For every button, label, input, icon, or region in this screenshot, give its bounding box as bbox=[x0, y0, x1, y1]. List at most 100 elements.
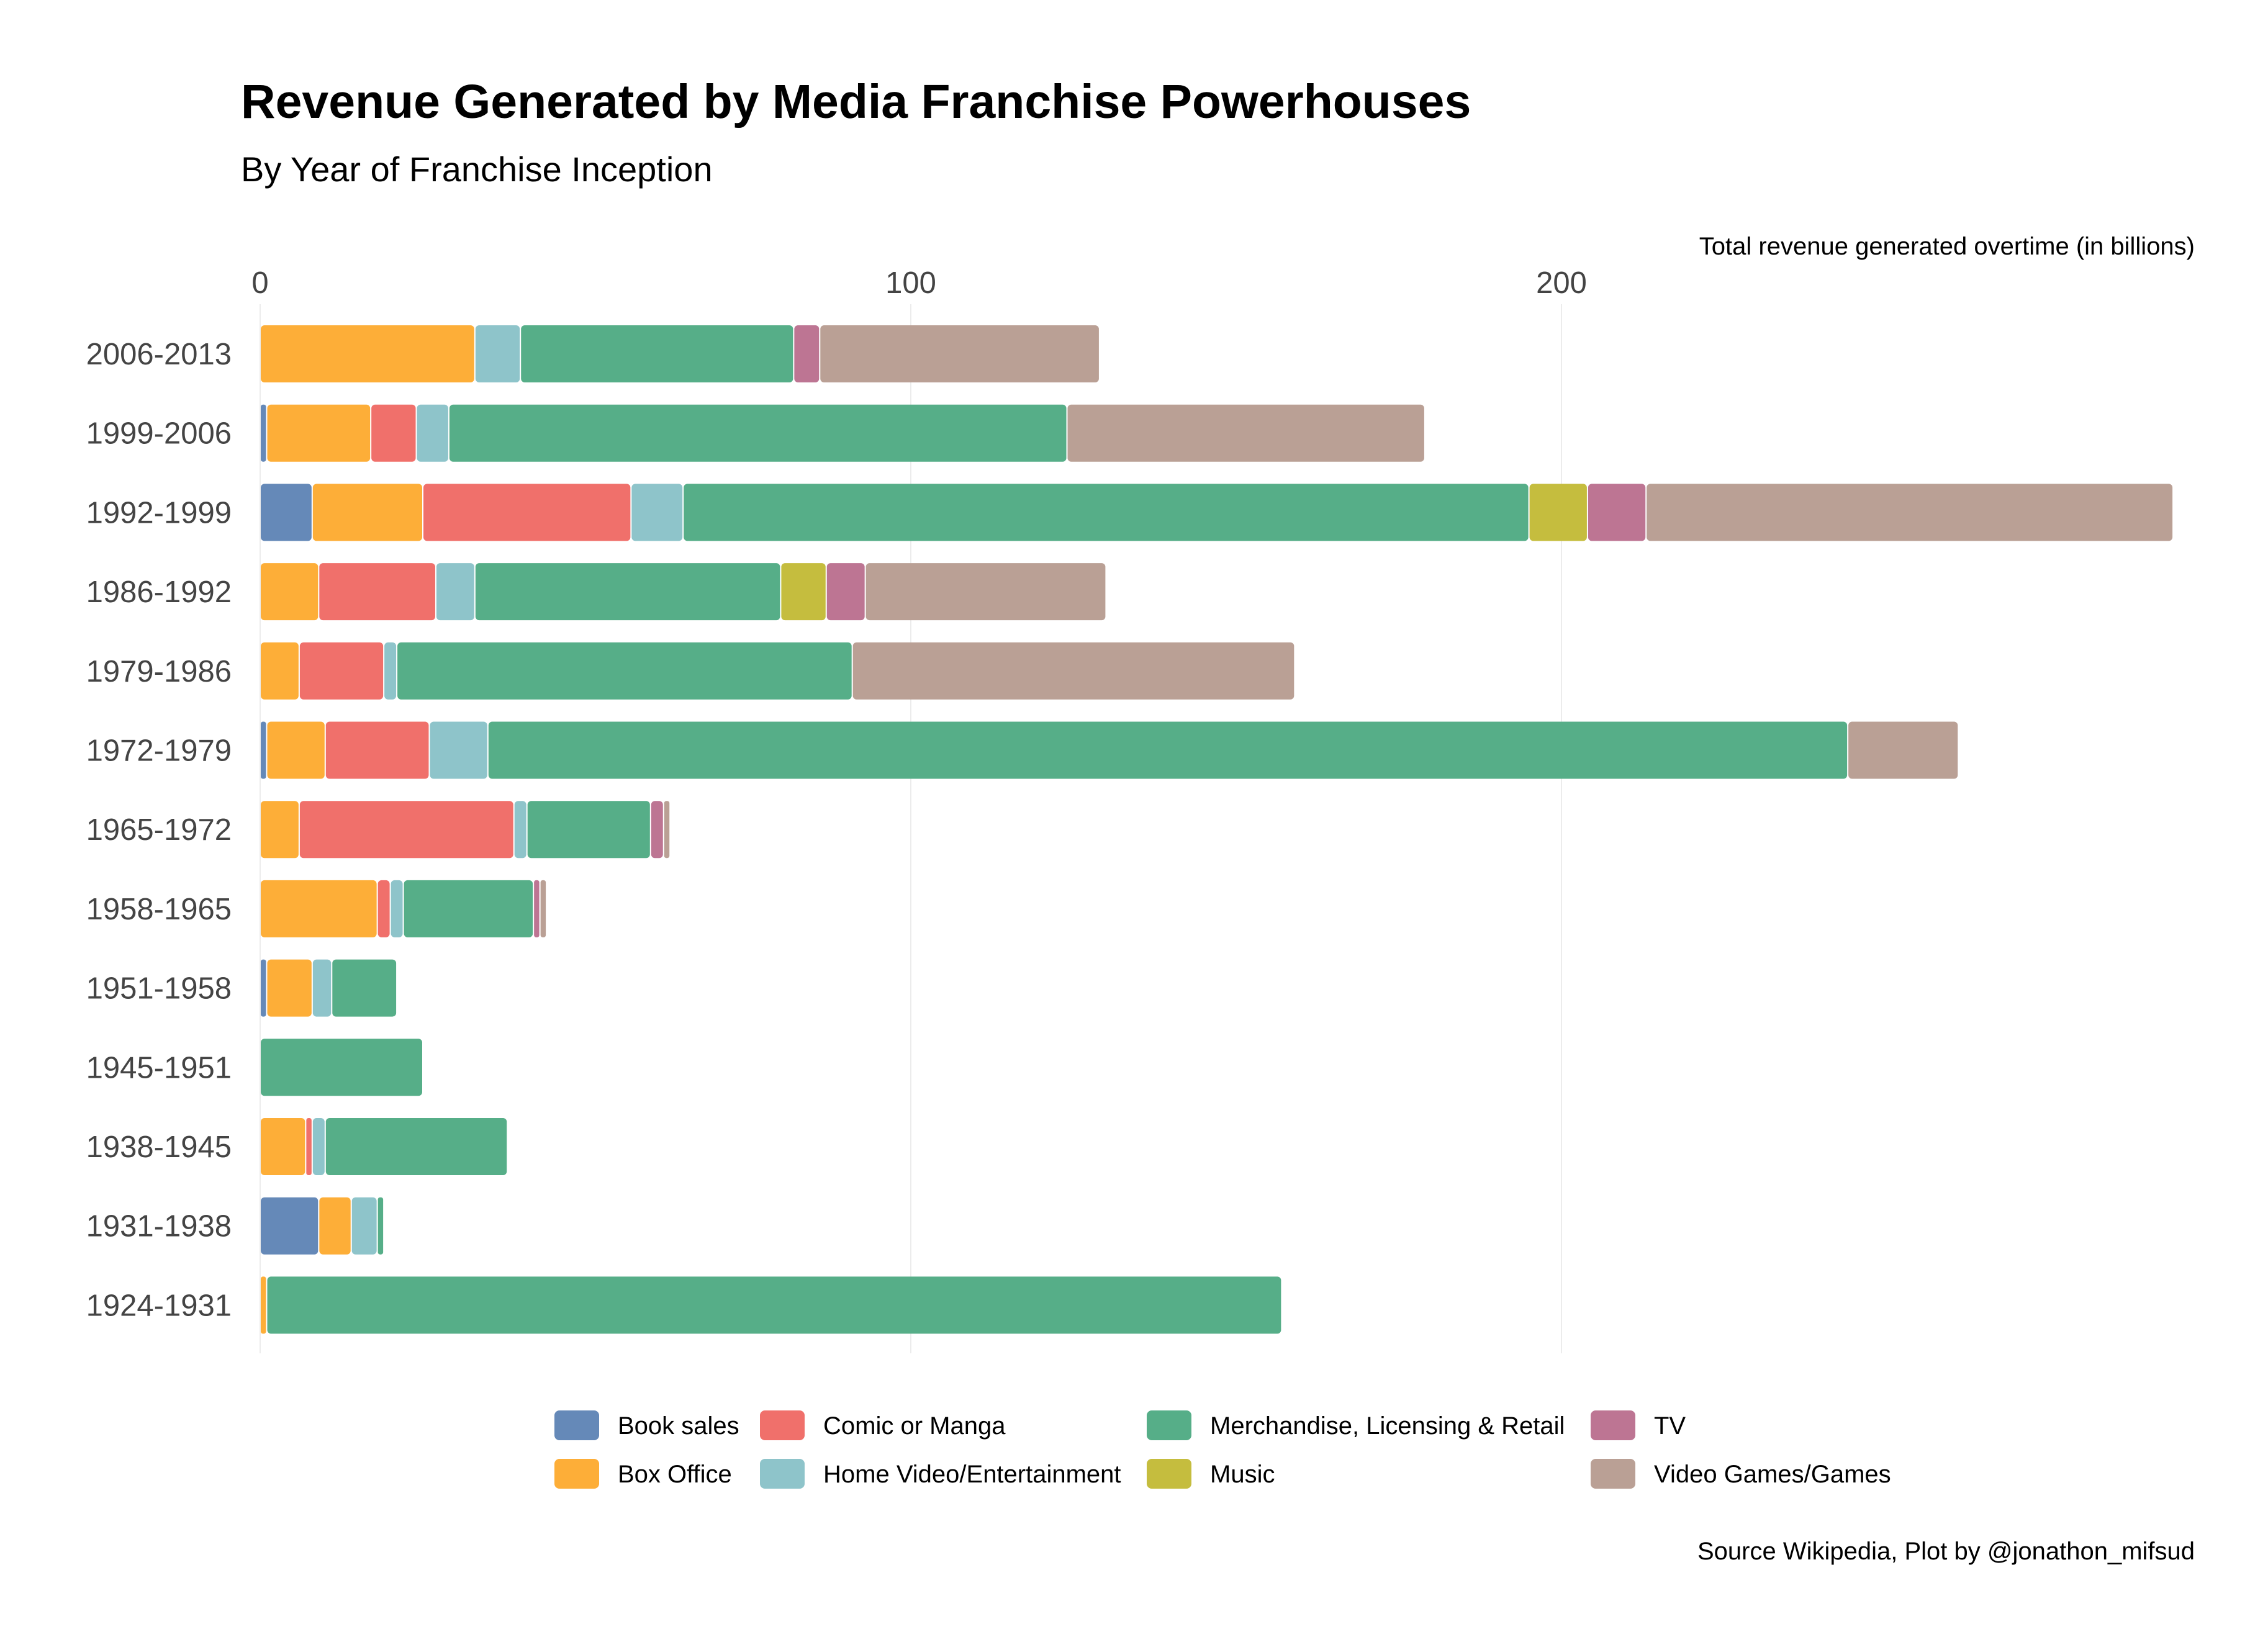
x-axis-label: Total revenue generated overtime (in bil… bbox=[1699, 233, 2195, 260]
bar-segment bbox=[820, 325, 1099, 382]
bar-segment bbox=[852, 642, 1294, 700]
bar-segment bbox=[436, 563, 474, 621]
bar-segment bbox=[261, 325, 474, 382]
bar-segment bbox=[417, 404, 448, 462]
bar-segment bbox=[261, 1276, 266, 1334]
bar-segment bbox=[1848, 721, 1958, 779]
bar-segment bbox=[261, 1197, 319, 1255]
bar-segment bbox=[299, 801, 513, 859]
bar-segment bbox=[325, 1118, 507, 1175]
bar-segment bbox=[430, 721, 487, 779]
legend-swatch bbox=[554, 1459, 599, 1489]
bar-segment bbox=[527, 801, 650, 859]
y-tick-label: 1986-1992 bbox=[86, 575, 232, 609]
legend-swatch bbox=[1591, 1459, 1635, 1489]
legend-label: Box Office bbox=[618, 1461, 732, 1488]
bar-segment bbox=[312, 1118, 325, 1175]
legend-swatch bbox=[1147, 1410, 1191, 1440]
x-tick-label: 100 bbox=[885, 266, 936, 300]
legend-swatch bbox=[1147, 1459, 1191, 1489]
y-tick-label: 1965-1972 bbox=[86, 813, 232, 847]
bar-segment bbox=[404, 880, 533, 937]
bar-segment bbox=[377, 880, 390, 937]
bar-segment bbox=[781, 563, 826, 621]
y-tick-label: 1979-1986 bbox=[86, 655, 232, 688]
bar-segment bbox=[261, 1118, 305, 1175]
bar-segment bbox=[475, 325, 520, 382]
gridlines bbox=[260, 304, 1562, 1353]
bar-segment bbox=[514, 801, 526, 859]
bar-segment bbox=[1067, 404, 1424, 462]
y-tick-label: 1924-1931 bbox=[86, 1289, 232, 1322]
bar-segment bbox=[488, 721, 1848, 779]
legend-label: Video Games/Games bbox=[1654, 1461, 1891, 1488]
bar-segment bbox=[397, 642, 852, 700]
bar-segment bbox=[794, 325, 820, 382]
y-tick-label: 1972-1979 bbox=[86, 734, 232, 768]
y-tick-label: 1992-1999 bbox=[86, 496, 232, 530]
bar-segment bbox=[261, 721, 266, 779]
bar-segment bbox=[267, 404, 371, 462]
bar-segment bbox=[267, 959, 312, 1017]
bar-segment bbox=[1529, 484, 1587, 541]
bar-segment bbox=[261, 1039, 422, 1096]
x-tick-label: 200 bbox=[1536, 266, 1587, 300]
bar-segment bbox=[377, 1197, 384, 1255]
bar-segment bbox=[371, 404, 416, 462]
y-tick-label: 1951-1958 bbox=[86, 972, 232, 1006]
bar-segment bbox=[384, 642, 397, 700]
x-tick-label: 0 bbox=[251, 266, 268, 300]
legend-label: Merchandise, Licensing & Retail bbox=[1210, 1412, 1565, 1440]
bar-segment bbox=[261, 484, 312, 541]
y-tick-label: 1931-1938 bbox=[86, 1210, 232, 1243]
bar-segment bbox=[540, 880, 546, 937]
y-axis-ticks: 2006-2013 1999-2006 1992-1999 1986-1992 1979… bbox=[86, 338, 232, 1322]
bar-segment bbox=[267, 1276, 1281, 1334]
bar-segment bbox=[312, 484, 422, 541]
bar-segment bbox=[306, 1118, 312, 1175]
bar-segment bbox=[1588, 484, 1646, 541]
chart-title: Revenue Generated by Media Franchise Pow… bbox=[241, 75, 1471, 129]
legend-swatch bbox=[1591, 1410, 1635, 1440]
bar-segment bbox=[332, 959, 397, 1017]
y-tick-label: 1958-1965 bbox=[86, 893, 232, 926]
bar-segment bbox=[449, 404, 1067, 462]
bars bbox=[261, 325, 2173, 1334]
legend-swatch bbox=[760, 1410, 805, 1440]
legend-label: Book sales bbox=[618, 1412, 739, 1440]
y-tick-label: 1999-2006 bbox=[86, 417, 232, 451]
bar-segment bbox=[664, 801, 670, 859]
bar-segment bbox=[261, 959, 266, 1017]
legend-label: Home Video/Entertainment bbox=[823, 1461, 1121, 1488]
bar-segment bbox=[684, 484, 1529, 541]
bar-segment bbox=[299, 642, 384, 700]
legend: Book sales Box Office Comic or Manga Home V… bbox=[554, 1410, 1891, 1489]
legend-label: Comic or Manga bbox=[823, 1412, 1006, 1440]
bar-segment bbox=[521, 325, 793, 382]
bar-segment bbox=[319, 563, 435, 621]
bar-segment bbox=[261, 801, 299, 859]
bar-segment bbox=[261, 563, 319, 621]
bar-segment bbox=[651, 801, 663, 859]
bar-segment bbox=[826, 563, 865, 621]
legend-label: TV bbox=[1654, 1412, 1686, 1440]
bar-segment bbox=[631, 484, 683, 541]
y-tick-label: 2006-2013 bbox=[86, 338, 232, 371]
chart-subtitle: By Year of Franchise Inception bbox=[241, 150, 713, 189]
bar-segment bbox=[267, 721, 325, 779]
bar-segment bbox=[391, 880, 403, 937]
bar-segment bbox=[1647, 484, 2173, 541]
bar-segment bbox=[312, 959, 332, 1017]
bar-segment bbox=[865, 563, 1106, 621]
bar-segment bbox=[351, 1197, 377, 1255]
bar-segment bbox=[423, 484, 631, 541]
legend-swatch bbox=[554, 1410, 599, 1440]
bar-segment bbox=[319, 1197, 351, 1255]
x-axis-ticks: 0 100 200 bbox=[251, 266, 1587, 300]
bar-segment bbox=[261, 880, 377, 937]
caption: Source Wikipedia, Plot by @jonathon_mifs… bbox=[1697, 1538, 2195, 1565]
y-tick-label: 1945-1951 bbox=[86, 1051, 232, 1085]
bar-segment bbox=[261, 642, 299, 700]
legend-label: Music bbox=[1210, 1461, 1275, 1488]
